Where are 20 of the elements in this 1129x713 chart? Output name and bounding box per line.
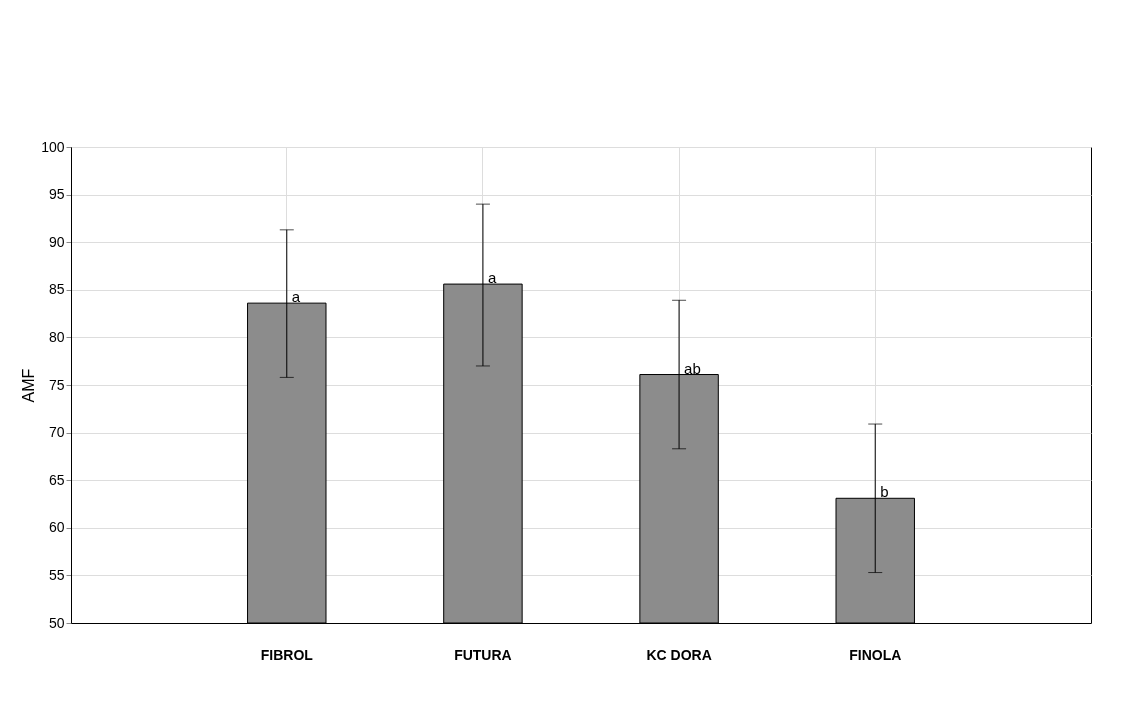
annotation: a [291,288,301,306]
x-tick-label: FUTURA [454,646,512,663]
y-tick-label: 90 [48,233,65,250]
y-tick-label: 50 [48,614,65,631]
y-tick-label: 80 [48,328,65,345]
y-tick-label: 55 [48,566,65,583]
y-tick-label: 70 [48,424,65,441]
x-tick-label: FIBROL [260,646,314,663]
x-tick-label: KC DORA [646,646,712,663]
annotation: a [487,269,497,287]
y-tick-label: 60 [48,519,65,536]
y-tick-label: 75 [48,376,65,393]
y-tick-label: 100 [41,138,65,155]
annotation: ab [684,359,701,377]
x-tick-label: FINOLA [849,646,902,663]
y-tick-label: 65 [48,471,65,488]
y-axis-title: AMF [20,368,38,403]
annotation: b [880,483,889,501]
y-tick-label: 95 [48,186,65,203]
y-tick-label: 85 [48,281,65,298]
